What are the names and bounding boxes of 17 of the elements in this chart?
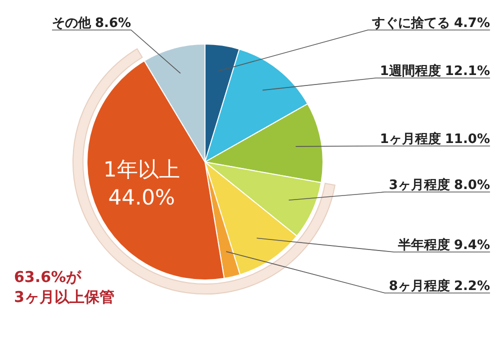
data-label: 2.2% [454,279,490,294]
slice-label: すぐに捨てる [370,16,450,31]
data-label: 8.6% [95,16,132,31]
data-label: 8.0% [454,178,490,193]
slice-label: 1年以上 [103,157,180,182]
slice-label: 1週間程度 [380,63,441,79]
slice-label: その他 [52,16,92,31]
data-label: 9.4% [454,238,490,253]
data-label: 11.0% [444,132,490,147]
slice-label: 半年程度 [396,237,450,253]
slice-label: 8ヶ月程度 [388,278,450,294]
data-label: 12.1% [444,64,490,79]
data-label: 4.7% [454,16,490,31]
data-label: 44.0% [108,185,175,210]
slice-label: 1ヶ月程度 [380,131,441,147]
slice-label: 3ヶ月程度 [388,177,450,193]
text: 63.6%が 3ヶ月以上保管 [14,268,114,306]
